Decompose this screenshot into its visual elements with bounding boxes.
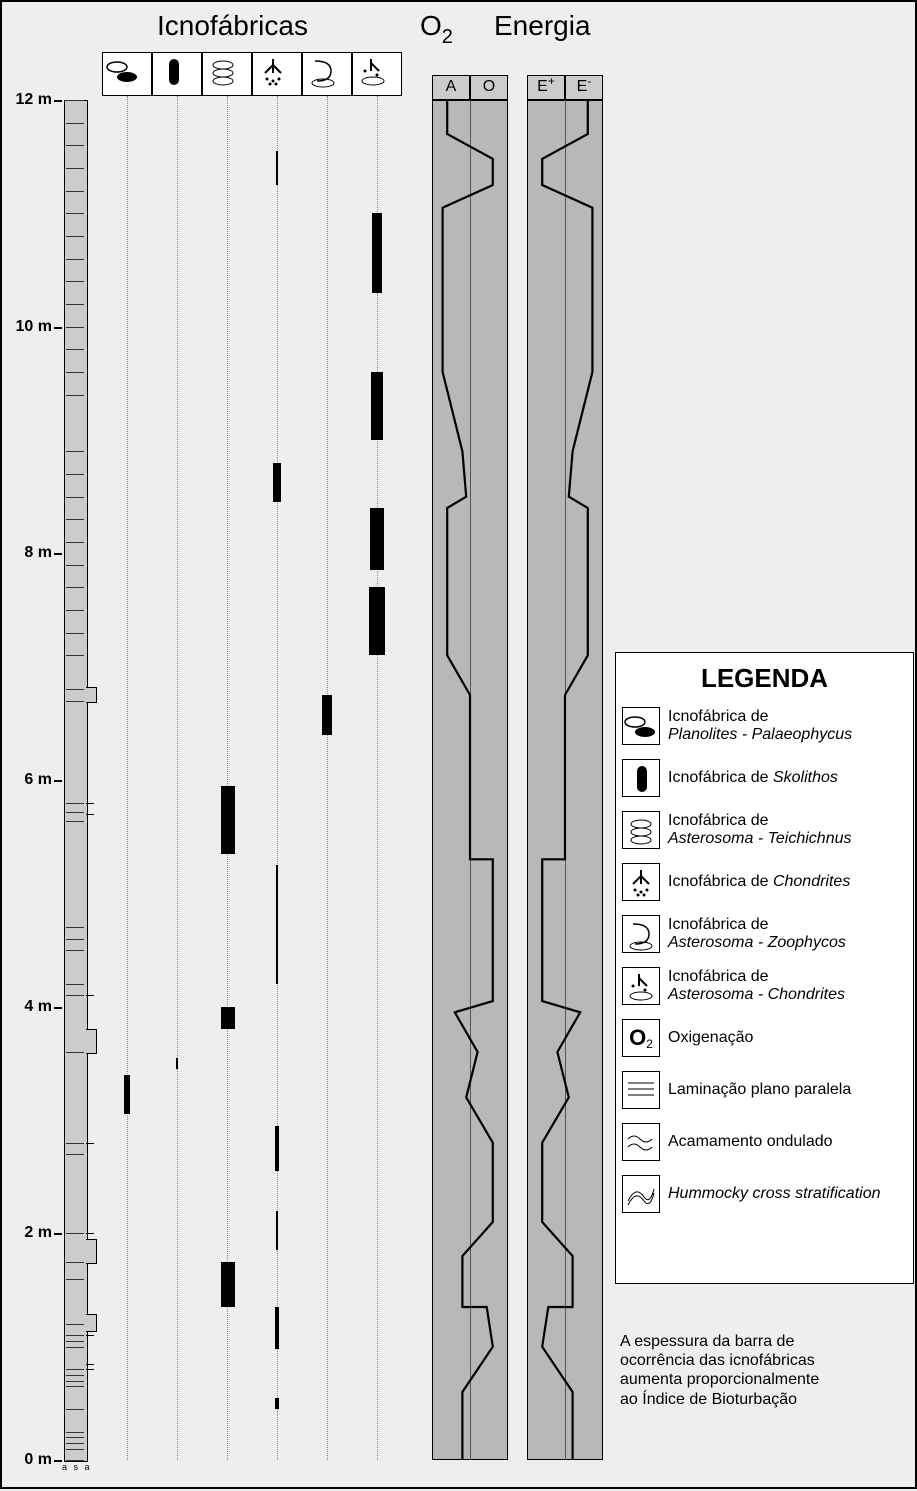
- legend-title: LEGENDA: [616, 653, 913, 700]
- legend-row-0: Icnofábrica dePlanolites - Palaeophycus: [616, 700, 913, 752]
- legend-row-7: Laminação plano paralela: [616, 1064, 913, 1116]
- legend-row-1: Icnofábrica de Skolithos: [616, 752, 913, 804]
- legend-row-3: Icnofábrica de Chondrites: [616, 856, 913, 908]
- legend-row-2: Icnofábrica deAsterosoma - Teichichnus: [616, 804, 913, 856]
- legend-row-5: Icnofábrica deAsterosoma - Chondrites: [616, 960, 913, 1012]
- legend-row-8: Acamamento ondulado: [616, 1116, 913, 1168]
- footnote: A espessura da barra deocorrência das ic…: [620, 1332, 819, 1409]
- legend-row-4: Icnofábrica deAsterosoma - Zoophycos: [616, 908, 913, 960]
- legend-box: LEGENDAIcnofábrica dePlanolites - Palaeo…: [615, 652, 914, 1284]
- legend-row-9: Hummocky cross stratification: [616, 1168, 913, 1220]
- legend-row-6: O2Oxigenação: [616, 1012, 913, 1064]
